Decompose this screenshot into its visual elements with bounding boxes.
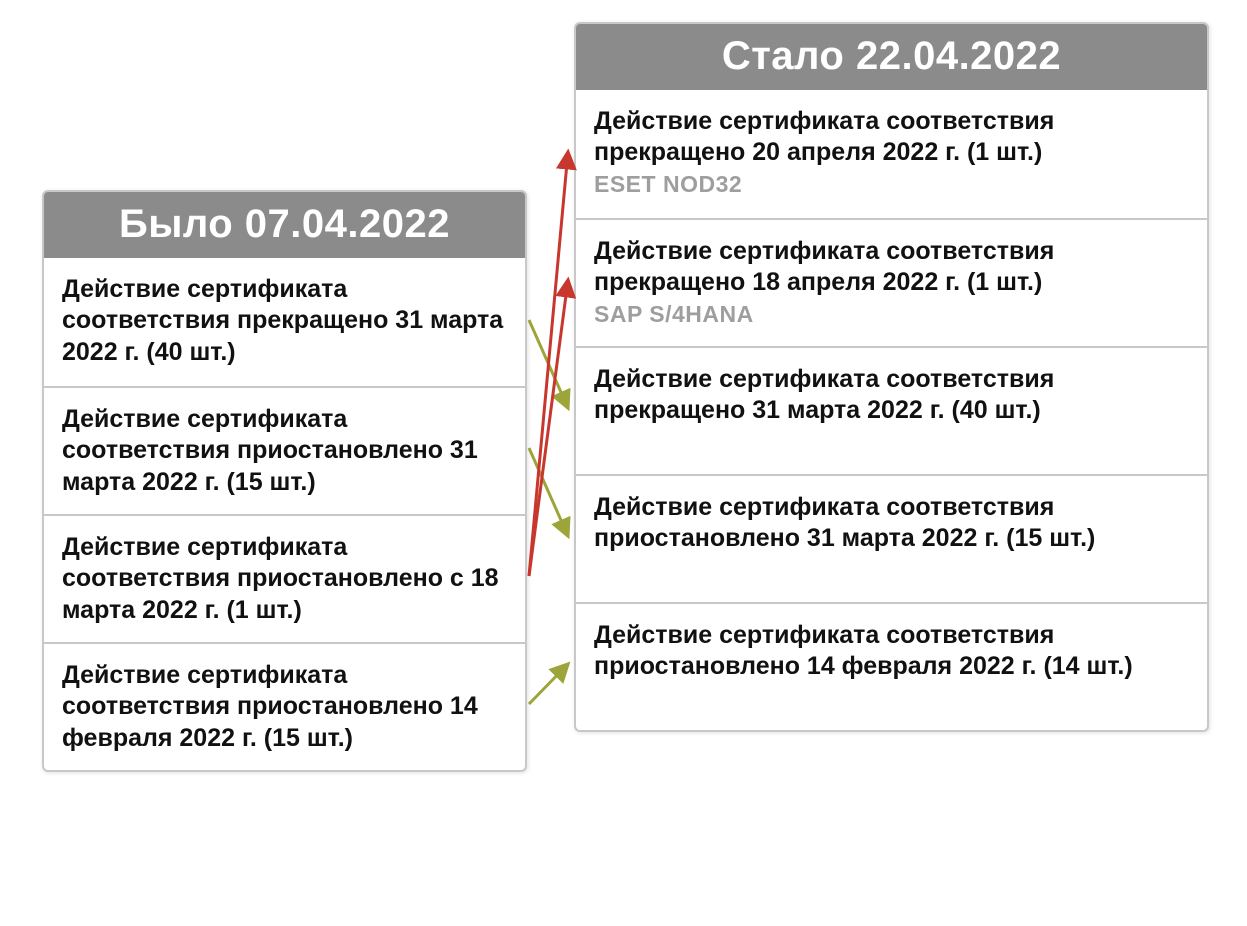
arrow-moved [529, 448, 568, 536]
table-row: Действие сертификата соответствия приост… [44, 514, 525, 642]
table-row: Действие сертификата соответствия прекра… [576, 218, 1207, 346]
right-panel: Стало 22.04.2022 Действие сертификата со… [574, 22, 1209, 732]
cell-text: Действие сертификата соответствия прекра… [594, 365, 1054, 424]
table-row: Действие сертификата соответствия приост… [576, 474, 1207, 602]
cell-text: Действие сертификата соответствия прекра… [594, 107, 1054, 166]
arrow-new [529, 152, 568, 576]
table-row: Действие сертификата соответствия приост… [44, 386, 525, 514]
right-panel-cells: Действие сертификата соответствия прекра… [576, 90, 1207, 730]
table-row: Действие сертификата соответствия прекра… [44, 258, 525, 386]
table-row: Действие сертификата соответствия приост… [576, 602, 1207, 730]
cell-text: Действие сертификата соответствия прекра… [62, 275, 503, 366]
left-panel-cells: Действие сертификата соответствия прекра… [44, 258, 525, 770]
left-panel-header: Было 07.04.2022 [44, 192, 525, 258]
table-row: Действие сертификата соответствия приост… [44, 642, 525, 770]
cell-text: Действие сертификата соответствия приост… [594, 493, 1095, 552]
cell-text: Действие сертификата соответствия приост… [62, 661, 478, 752]
cell-text: Действие сертификата соответствия прекра… [594, 237, 1054, 296]
cell-text: Действие сертификата соответствия приост… [62, 405, 478, 496]
table-row: Действие сертификата соответствия прекра… [576, 346, 1207, 474]
arrow-moved [529, 664, 568, 704]
right-panel-header: Стало 22.04.2022 [576, 24, 1207, 90]
table-row: Действие сертификата соответствия прекра… [576, 90, 1207, 218]
cell-text: Действие сертификата соответствия приост… [62, 533, 499, 624]
cell-annotation: SAP S/4HANA [594, 301, 754, 327]
arrow-new [529, 280, 568, 576]
left-panel: Было 07.04.2022 Действие сертификата соо… [42, 190, 527, 772]
cell-text: Действие сертификата соответствия приост… [594, 621, 1133, 680]
arrow-moved [529, 320, 568, 408]
cell-annotation: ESET NOD32 [594, 171, 742, 197]
